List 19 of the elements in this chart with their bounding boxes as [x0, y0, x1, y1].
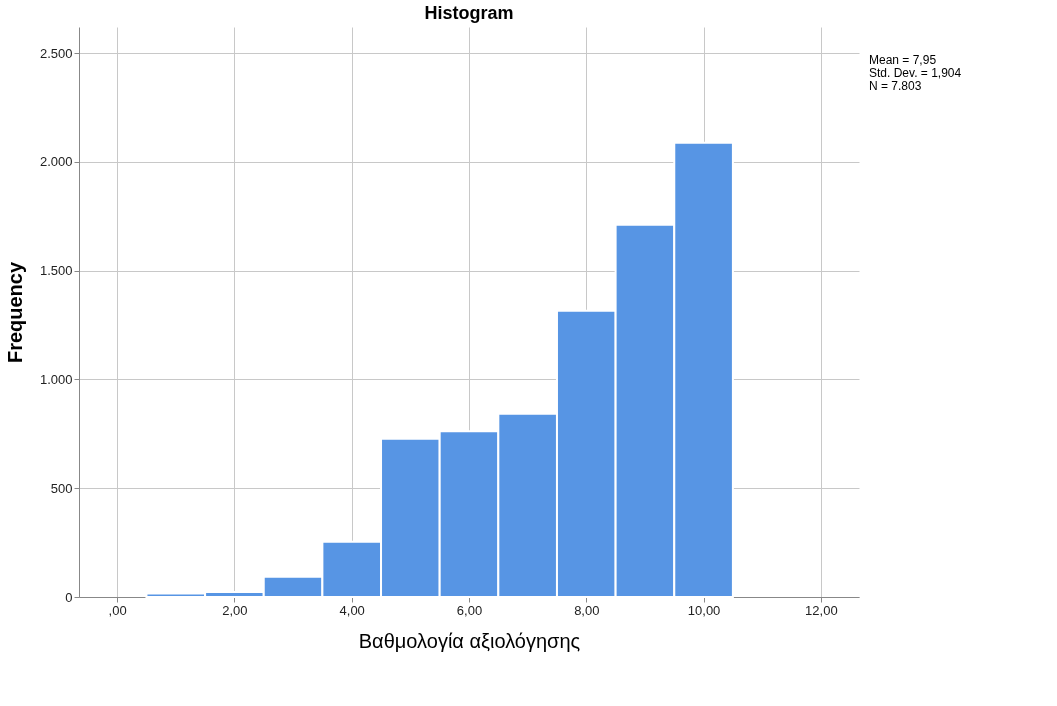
y-tick-label: 2.000: [39, 154, 73, 170]
x-tick-label: 4,00: [339, 602, 365, 618]
x-tick-label: 6,00: [456, 602, 483, 618]
y-tick-label: 1.500: [39, 263, 73, 279]
x-tick-label: 12,00: [805, 602, 838, 618]
x-tick-label: 8,00: [574, 602, 600, 618]
x-tick-label: 2,00: [222, 602, 248, 618]
y-axis-title: Frequency: [3, 261, 26, 364]
y-tick-label: 1.000: [39, 371, 73, 387]
x-axis-title: Βαθμολογία αξιολόγησης: [358, 629, 581, 652]
y-tick-label: 0: [65, 589, 73, 605]
x-tick-label: 10,00: [687, 602, 721, 618]
text: Mean = 7,95: [869, 53, 937, 67]
chart-title: Histogram: [424, 3, 514, 23]
x-tick-label: ,00: [108, 602, 127, 618]
text: N = 7.803: [869, 79, 922, 93]
y-tick-label: 500: [50, 480, 73, 496]
y-tick-label: 2.500: [39, 45, 73, 61]
text: Std. Dev. = 1,904: [869, 66, 962, 80]
